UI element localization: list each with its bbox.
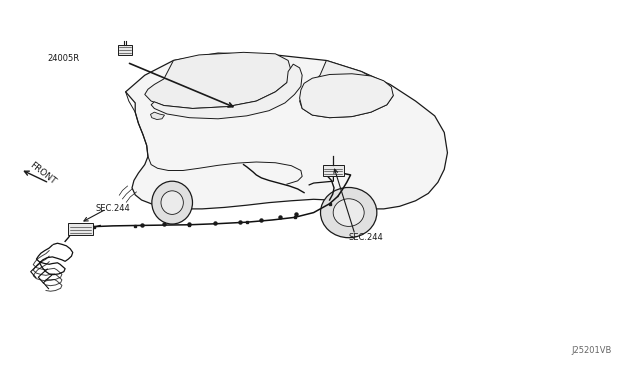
Text: SEC.244: SEC.244	[349, 233, 383, 242]
Ellipse shape	[333, 199, 364, 227]
Polygon shape	[300, 74, 394, 118]
Polygon shape	[300, 61, 394, 118]
Text: 24005R: 24005R	[47, 54, 79, 63]
Text: FRONT: FRONT	[28, 160, 58, 186]
Polygon shape	[150, 112, 164, 119]
Text: J25201VB: J25201VB	[572, 346, 612, 355]
Polygon shape	[151, 64, 302, 119]
Polygon shape	[145, 52, 291, 109]
Ellipse shape	[161, 191, 183, 214]
Ellipse shape	[152, 181, 193, 224]
Bar	[323, 165, 344, 176]
Ellipse shape	[321, 187, 377, 238]
Text: SEC.244: SEC.244	[96, 203, 131, 213]
Bar	[118, 45, 132, 55]
Bar	[68, 223, 93, 235]
Polygon shape	[125, 53, 447, 209]
